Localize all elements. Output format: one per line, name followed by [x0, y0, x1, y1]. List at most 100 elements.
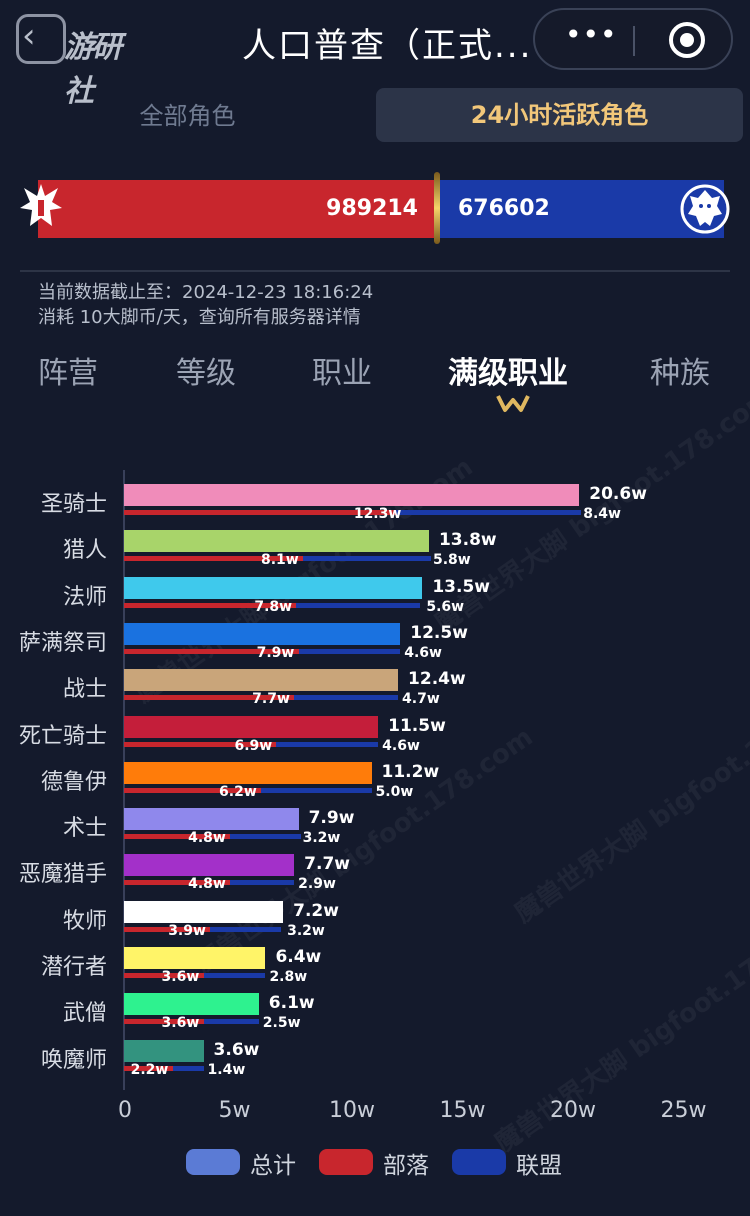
value-label-total: 13.8w: [438, 530, 497, 551]
value-label-alliance: 3.2w: [302, 830, 341, 847]
bar-horde[interactable]: [124, 556, 303, 562]
value-label-alliance: 4.7w: [402, 691, 440, 708]
bar-alliance[interactable]: [203, 973, 266, 978]
page-title: 人口普查（正式...: [242, 26, 533, 66]
bar-horde[interactable]: [124, 1019, 204, 1025]
category-label: 德鲁伊: [40, 769, 107, 795]
role-scope-tabs: 全部角色 24小时活跃角色: [0, 88, 750, 144]
value-label-horde: 7.8w: [254, 598, 293, 615]
tab-max-level-class[interactable]: 满级职业: [448, 356, 568, 391]
bar-alliance[interactable]: [230, 880, 295, 886]
tab-all-roles[interactable]: 全部角色: [139, 102, 236, 130]
bar-horde[interactable]: [124, 741, 277, 747]
logo-text: 游研社: [64, 30, 122, 109]
category-tabs: 阵营 等级 职业 满级职业 种族: [0, 348, 750, 418]
bar-horde[interactable]: [124, 926, 211, 932]
horde-bar: 989214: [38, 180, 436, 238]
tab-faction[interactable]: 阵营: [38, 356, 98, 391]
horde-icon: [20, 184, 62, 226]
value-label-horde: 4.8w: [188, 830, 226, 847]
category-label: 潜行者: [40, 955, 107, 980]
category-label: 萨满祭司: [18, 630, 107, 656]
tab-class[interactable]: 职业: [312, 356, 372, 391]
tab-active-24h[interactable]: 24小时活跃角色: [376, 88, 743, 142]
bar-total[interactable]: [124, 947, 266, 969]
tab-race[interactable]: 种族: [650, 356, 710, 391]
back-chevron-icon[interactable]: ‹: [22, 16, 36, 56]
data-timestamp: 当前数据截止至：2024-12-23 18:16:24: [38, 282, 374, 303]
miniprogram-capsule: •••: [533, 8, 733, 70]
value-label-alliance: 4.6w: [404, 644, 442, 661]
value-label-horde: 3.9w: [168, 922, 206, 939]
bar-horde[interactable]: [124, 695, 295, 701]
bar-horde[interactable]: [124, 1065, 173, 1071]
close-target-icon[interactable]: [669, 22, 705, 58]
bar-alliance[interactable]: [210, 926, 281, 932]
tab-level[interactable]: 等级: [176, 356, 236, 391]
app-header: ‹ 游研社 人口普查（正式... •••: [0, 0, 750, 109]
logo-frame: [16, 14, 66, 64]
bar-total[interactable]: [124, 530, 429, 553]
watermark: 魔兽世界大脚 bigfoot.178.com: [189, 722, 539, 979]
bar-alliance[interactable]: [172, 1065, 204, 1071]
value-label-total: 12.5w: [410, 622, 468, 643]
x-tick-label: 5w: [218, 1098, 251, 1123]
bar-total[interactable]: [124, 808, 299, 831]
bar-alliance[interactable]: [203, 1019, 259, 1025]
bar-total[interactable]: [124, 1039, 204, 1062]
bar-alliance[interactable]: [294, 695, 399, 701]
value-label-total: 3.6w: [213, 1039, 260, 1060]
category-label: 猎人: [62, 538, 107, 564]
x-tick-label: 0: [118, 1098, 132, 1123]
category-label: 法师: [62, 584, 107, 610]
watermark: 魔兽世界大脚 bigfoot.178.com: [509, 672, 750, 929]
capsule-divider: [633, 26, 635, 56]
category-label: 圣骑士: [40, 492, 107, 517]
category-label: 牧师: [62, 908, 107, 934]
bar-alliance[interactable]: [230, 834, 301, 840]
bar-total[interactable]: [124, 854, 295, 877]
bar-total[interactable]: [124, 715, 379, 738]
cost-info-link[interactable]: 消耗 10大脚币/天，查询所有服务器详情: [38, 307, 361, 328]
bar-horde[interactable]: [124, 510, 396, 515]
value-label-total: 7.9w: [308, 808, 355, 829]
bar-total[interactable]: [124, 669, 399, 692]
bar-total[interactable]: [124, 900, 284, 923]
bar-total[interactable]: [124, 576, 423, 599]
category-label: 恶魔猎手: [18, 862, 107, 888]
value-label-alliance: 2.5w: [262, 1015, 301, 1032]
category-label: 术士: [62, 816, 107, 842]
bar-total[interactable]: [124, 484, 580, 506]
value-label-horde: 8.1w: [261, 552, 299, 569]
bar-horde[interactable]: [124, 787, 262, 793]
value-label-alliance: 2.9w: [298, 876, 336, 893]
value-label-horde: 7.7w: [252, 691, 290, 708]
bar-alliance[interactable]: [296, 602, 421, 608]
bar-total[interactable]: [124, 622, 401, 645]
x-tick-label: 25w: [660, 1098, 707, 1123]
bar-total[interactable]: [124, 993, 259, 1016]
bar-alliance[interactable]: [261, 787, 372, 793]
value-label-alliance: 5.0w: [375, 783, 414, 800]
legend-swatch-horde: [319, 1149, 373, 1175]
bar-alliance[interactable]: [395, 510, 582, 515]
value-label-horde: 12.3w: [353, 506, 402, 522]
active-tab-indicator-icon: [496, 395, 530, 412]
x-tick-label: 15w: [439, 1098, 486, 1123]
bar-horde[interactable]: [124, 648, 299, 654]
bar-horde[interactable]: [124, 602, 297, 608]
bar-horde[interactable]: [124, 973, 204, 978]
bar-horde[interactable]: [124, 834, 231, 840]
bar-horde[interactable]: [124, 880, 231, 886]
bar-alliance[interactable]: [303, 556, 432, 562]
value-label-alliance: 3.2w: [287, 922, 325, 939]
chart-legend: 总计 部落 联盟: [0, 1140, 750, 1184]
bar-alliance[interactable]: [298, 648, 401, 654]
more-icon[interactable]: •••: [565, 18, 618, 51]
bar-alliance[interactable]: [276, 741, 379, 747]
category-label: 唤魔师: [40, 1047, 107, 1073]
value-label-total: 7.2w: [293, 900, 339, 921]
alliance-value: 676602: [458, 196, 550, 221]
bar-total[interactable]: [124, 761, 372, 784]
app-logo[interactable]: ‹ 游研社: [16, 12, 126, 109]
